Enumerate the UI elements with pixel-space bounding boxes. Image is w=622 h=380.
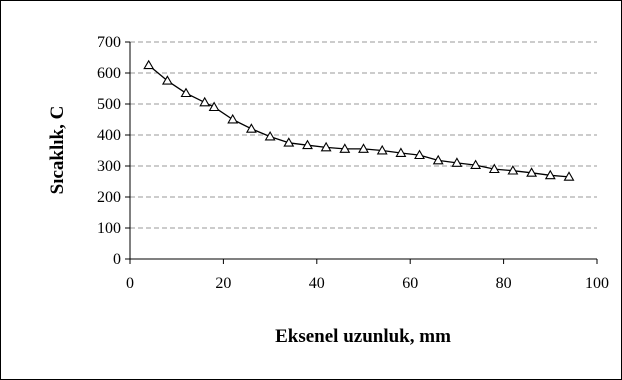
data-series — [143, 59, 575, 181]
y-tick-label: 0 — [113, 251, 121, 268]
y-tick-label: 300 — [97, 158, 121, 175]
data-point-marker — [320, 141, 332, 152]
y-tick-label: 500 — [97, 96, 121, 113]
data-point-marker — [376, 144, 388, 155]
data-point-marker — [227, 113, 239, 124]
axes — [125, 41, 598, 264]
data-point-marker — [180, 87, 192, 98]
x-tick-label: 100 — [585, 275, 609, 292]
data-point-marker — [432, 154, 444, 165]
x-tick-label: 80 — [496, 275, 512, 292]
data-point-marker — [199, 96, 211, 107]
data-point-marker — [143, 59, 155, 70]
data-point-marker — [283, 137, 295, 147]
x-tick-label: 20 — [215, 275, 231, 292]
data-point-marker — [544, 169, 556, 180]
data-point-marker — [264, 130, 276, 141]
y-tick-label: 100 — [97, 220, 121, 237]
y-tick-label: 200 — [97, 189, 121, 206]
x-tick-label: 60 — [402, 275, 418, 292]
y-tick-label: 700 — [97, 34, 121, 51]
y-tick-label: 400 — [97, 127, 121, 144]
data-point-marker — [339, 143, 351, 153]
data-point-marker — [395, 147, 407, 157]
data-point-marker — [414, 149, 425, 160]
data-point-marker — [488, 163, 500, 174]
data-point-marker — [302, 139, 313, 150]
data-point-marker — [470, 159, 482, 169]
data-point-marker — [507, 165, 519, 175]
x-tick-label: 40 — [309, 275, 325, 292]
data-point-marker — [563, 171, 575, 181]
y-axis-title: Sıcaklık, C — [47, 106, 68, 195]
data-point-marker — [526, 167, 538, 177]
data-point-marker — [208, 101, 220, 112]
x-tick-label: 0 — [126, 275, 134, 292]
data-point-marker — [161, 75, 173, 85]
data-point-marker — [451, 157, 463, 167]
gridlines — [130, 41, 597, 229]
y-tick-label: 600 — [97, 65, 121, 82]
x-axis-title: Eksenel uzunluk, mm — [275, 326, 451, 347]
data-point-marker — [245, 123, 257, 133]
data-point-marker — [358, 143, 369, 153]
tick-labels: 0 100 200 300 400 500 600 700 0 20 40 60 80 100 — [97, 34, 609, 292]
